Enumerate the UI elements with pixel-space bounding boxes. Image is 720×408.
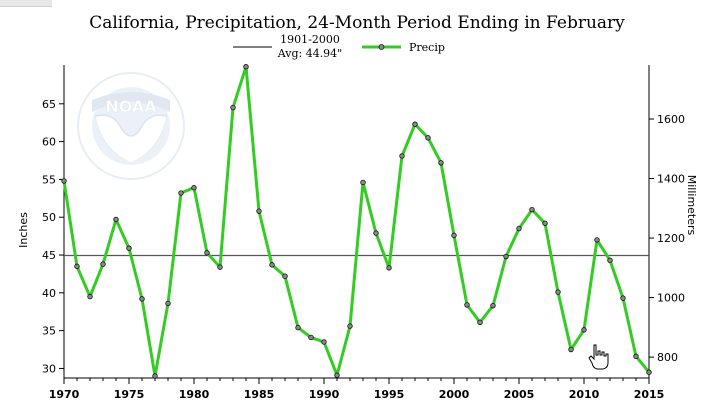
precip-point[interactable] [633, 353, 639, 360]
precip-point[interactable] [217, 264, 223, 270]
precip-point[interactable] [607, 257, 613, 264]
legend-reference-label-line2: Avg: 44.94" [277, 47, 343, 60]
precip-point[interactable] [178, 190, 184, 196]
y2-axis-title: Millimeters [685, 175, 698, 236]
y-tick-label: 60 [42, 136, 56, 149]
x-tick-label: 2010 [569, 388, 600, 401]
precip-point[interactable] [191, 185, 197, 191]
x-tick-label: 1975 [114, 388, 145, 401]
precip-point[interactable] [100, 261, 106, 267]
precip-point[interactable] [308, 334, 314, 341]
precip-series-line [62, 65, 651, 378]
precip-point[interactable] [139, 296, 145, 302]
precip-point[interactable] [620, 295, 626, 301]
precip-point[interactable] [646, 369, 652, 375]
y2-tick-label: 1400 [657, 173, 685, 186]
y-tick-label: 35 [42, 325, 56, 338]
x-tick-label: 1995 [374, 388, 405, 401]
y-tick-label: 40 [42, 287, 56, 300]
precip-point[interactable] [425, 135, 431, 141]
precip-point[interactable] [373, 230, 379, 236]
y-tick-label: 65 [42, 98, 56, 111]
precip-point[interactable] [490, 302, 496, 309]
precip-points [61, 64, 652, 379]
noaa-logo-watermark: NOAA [77, 72, 185, 180]
x-tick-label: 2005 [504, 388, 535, 401]
precip-point[interactable] [282, 273, 288, 279]
precip-point[interactable] [451, 232, 457, 239]
x-ticks: 1970 1975 1980 1985 1990 1995 2000 2005 2010 2015 [49, 378, 665, 401]
precip-point[interactable] [295, 324, 301, 331]
x-tick-label: 1990 [309, 388, 340, 401]
left-y-ticks: 30 35 40 45 50 55 60 65 [42, 98, 64, 375]
precip-point[interactable] [386, 265, 392, 271]
chart-title: California, Precipitation, 24-Month Peri… [89, 13, 625, 33]
precip-point[interactable] [464, 302, 470, 308]
precip-point[interactable] [581, 327, 587, 333]
precip-point[interactable] [61, 178, 67, 184]
y-tick-label: 30 [42, 362, 56, 375]
precip-point[interactable] [321, 339, 327, 345]
precip-point[interactable] [269, 262, 275, 268]
precip-point[interactable] [334, 372, 340, 378]
precip-point[interactable] [74, 263, 80, 270]
precip-point[interactable] [477, 319, 483, 326]
y-tick-label: 50 [42, 211, 56, 224]
x-tick-label: 1970 [49, 388, 80, 401]
svg-text:NOAA: NOAA [105, 97, 157, 116]
precip-point[interactable] [555, 289, 561, 295]
precip-point[interactable] [243, 64, 249, 70]
x-tick-label: 2000 [439, 388, 470, 401]
y-tick-label: 55 [42, 173, 56, 186]
legend: 1901-2000 Avg: 44.94" Precip [233, 33, 445, 60]
precip-point[interactable] [230, 104, 236, 111]
x-tick-label: 1980 [179, 388, 210, 401]
precip-point[interactable] [529, 206, 535, 213]
y-axis-title: Inches [17, 212, 30, 248]
legend-precip-marker [378, 44, 385, 50]
precip-point[interactable] [360, 179, 366, 186]
y2-tick-label: 1600 [657, 113, 685, 126]
precip-point[interactable] [126, 245, 132, 251]
precip-point[interactable] [516, 225, 522, 232]
precip-point[interactable] [399, 153, 405, 159]
precip-point[interactable] [347, 323, 353, 329]
precip-point[interactable] [87, 293, 93, 300]
x-tick-label: 2015 [634, 388, 665, 401]
precip-point[interactable] [503, 253, 509, 260]
y2-tick-label: 1000 [657, 292, 685, 305]
export-menu-button[interactable] [0, 0, 52, 7]
precip-point[interactable] [165, 300, 171, 307]
precip-point[interactable] [256, 208, 262, 214]
precip-point[interactable] [412, 121, 418, 127]
right-y-ticks: 800 1000 1200 1400 1600 [649, 113, 685, 364]
legend-reference-label-line1: 1901-2000 [280, 33, 340, 46]
precip-point[interactable] [204, 250, 210, 256]
legend-precip-label: Precip [409, 41, 445, 54]
y2-tick-label: 800 [657, 351, 678, 364]
y2-tick-label: 1200 [657, 232, 685, 245]
precip-point[interactable] [568, 346, 574, 353]
precip-point[interactable] [542, 220, 548, 226]
precip-point[interactable] [438, 160, 444, 166]
x-tick-label: 1985 [244, 388, 275, 401]
precip-point[interactable] [152, 373, 158, 379]
precip-point[interactable] [113, 216, 119, 223]
precip-point[interactable] [594, 237, 600, 243]
hand-cursor-icon [588, 344, 609, 370]
y-tick-label: 45 [42, 249, 56, 262]
